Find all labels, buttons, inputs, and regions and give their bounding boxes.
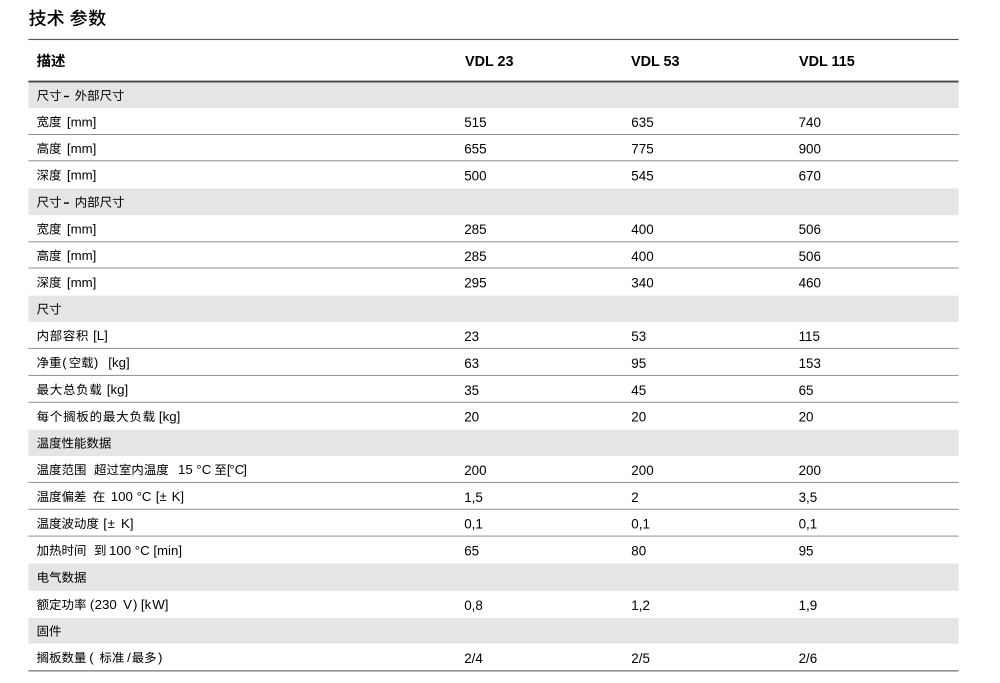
svg-text:0,1: 0,1 (631, 517, 650, 532)
svg-text:(: ( (62, 355, 67, 370)
svg-text:[k: [k (141, 597, 152, 612)
svg-text:(: ( (90, 597, 95, 612)
svg-text:1,2: 1,2 (631, 598, 650, 613)
svg-text:53: 53 (631, 329, 646, 344)
svg-text:0,8: 0,8 (464, 598, 483, 613)
svg-text:65: 65 (464, 544, 479, 559)
svg-text:2: 2 (631, 490, 638, 505)
svg-text:): ) (158, 650, 162, 665)
svg-text:0,1: 0,1 (464, 517, 483, 532)
svg-text:W]: W] (152, 597, 168, 612)
svg-text:95: 95 (799, 544, 814, 559)
svg-text:VDL 115: VDL 115 (799, 54, 855, 70)
svg-text:/: / (127, 650, 131, 665)
svg-text:[±: [± (156, 489, 167, 504)
svg-text:VDL 53: VDL 53 (631, 54, 680, 70)
svg-text:65: 65 (799, 383, 814, 398)
svg-text:100 °C: 100 °C (111, 489, 152, 504)
svg-text:[mm]: [mm] (67, 168, 96, 183)
svg-text:1,5: 1,5 (464, 490, 483, 505)
svg-text:1,9: 1,9 (799, 598, 818, 613)
svg-text:506: 506 (799, 222, 821, 237)
svg-text:]: ] (243, 462, 247, 477)
svg-text:200: 200 (631, 463, 653, 478)
svg-text:15 °C: 15 °C (178, 462, 212, 477)
svg-text:[L]: [L] (93, 328, 108, 343)
svg-text:506: 506 (799, 249, 821, 264)
svg-text:[: [ (103, 516, 107, 531)
svg-text:[: [ (227, 462, 231, 477)
svg-text:45: 45 (631, 383, 646, 398)
svg-text:80: 80 (631, 544, 646, 559)
svg-text:200: 200 (464, 463, 486, 478)
svg-text:20: 20 (464, 410, 479, 425)
svg-text:V: V (123, 597, 132, 612)
svg-text:2/6: 2/6 (799, 651, 818, 666)
svg-text:3,5: 3,5 (799, 490, 818, 505)
svg-text:2/5: 2/5 (631, 651, 650, 666)
svg-text:400: 400 (631, 222, 653, 237)
svg-text:[mm]: [mm] (67, 248, 96, 263)
svg-text:655: 655 (464, 142, 486, 157)
svg-text:°C: °C (229, 462, 244, 477)
svg-text:200: 200 (799, 463, 821, 478)
svg-text:[kg]: [kg] (108, 355, 129, 370)
svg-text:): ) (133, 597, 137, 612)
svg-text:[mm]: [mm] (67, 275, 96, 290)
svg-text:K]: K] (172, 489, 185, 504)
svg-text:460: 460 (799, 276, 821, 291)
svg-text:285: 285 (464, 222, 486, 237)
svg-text:100 °C [min]: 100 °C [min] (109, 543, 182, 558)
svg-text:35: 35 (464, 383, 479, 398)
svg-text:±: ± (108, 516, 115, 531)
svg-text:[kg]: [kg] (107, 382, 128, 397)
svg-text:545: 545 (631, 168, 653, 183)
svg-text:]: ] (130, 516, 134, 531)
svg-text:(: ( (89, 650, 94, 665)
svg-text:[mm]: [mm] (67, 114, 96, 129)
svg-text:900: 900 (799, 142, 821, 157)
svg-text:0,1: 0,1 (799, 517, 818, 532)
svg-text:340: 340 (631, 276, 653, 291)
svg-text:500: 500 (464, 168, 486, 183)
svg-text:[mm]: [mm] (67, 222, 96, 237)
svg-text:115: 115 (799, 329, 820, 344)
svg-text:153: 153 (799, 356, 821, 371)
svg-text:63: 63 (464, 356, 479, 371)
svg-text:VDL 23: VDL 23 (465, 54, 514, 70)
svg-text:230: 230 (95, 597, 117, 612)
svg-text:670: 670 (799, 168, 821, 183)
svg-text:[kg]: [kg] (159, 409, 180, 424)
svg-text:95: 95 (631, 356, 646, 371)
svg-text:400: 400 (631, 249, 653, 264)
svg-text:20: 20 (631, 410, 646, 425)
svg-text:2/4: 2/4 (464, 651, 483, 666)
svg-text:635: 635 (631, 115, 653, 130)
svg-text:775: 775 (631, 142, 653, 157)
svg-text:20: 20 (799, 410, 814, 425)
svg-text:515: 515 (464, 115, 486, 130)
svg-text:K: K (121, 516, 130, 531)
svg-text:): ) (94, 355, 98, 370)
svg-text:23: 23 (464, 329, 479, 344)
svg-text:295: 295 (464, 276, 486, 291)
svg-text:[mm]: [mm] (67, 141, 96, 156)
svg-text:285: 285 (464, 249, 486, 264)
svg-text:740: 740 (799, 115, 821, 130)
